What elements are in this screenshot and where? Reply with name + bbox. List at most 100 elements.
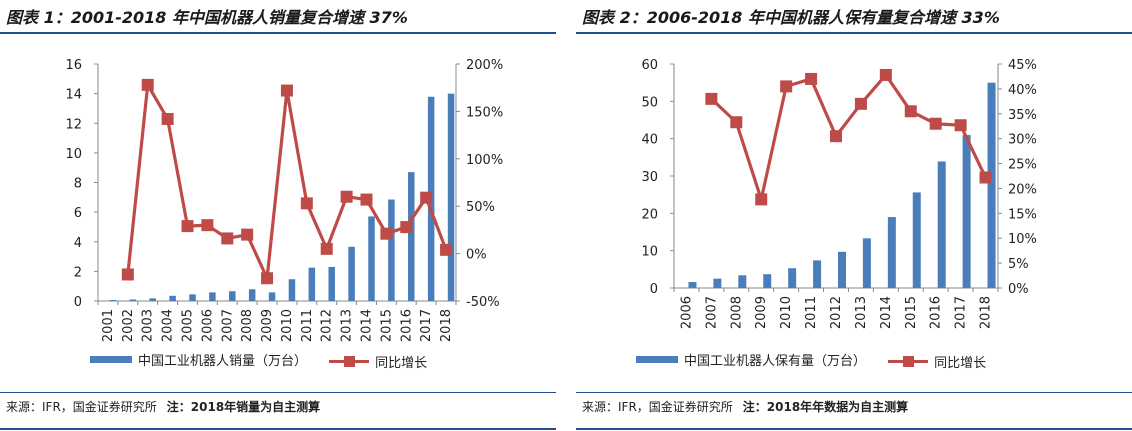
y-tick-label-left: 6 bbox=[74, 206, 82, 221]
bar bbox=[713, 278, 722, 288]
x-tick-label: 2007 bbox=[704, 296, 719, 329]
y-tick-label-left: 0 bbox=[650, 282, 658, 297]
bar bbox=[862, 238, 871, 288]
x-tick-label: 2003 bbox=[141, 309, 156, 342]
growth-point bbox=[400, 221, 413, 234]
x-tick-label: 2018 bbox=[979, 296, 994, 329]
chart-2: 0 10 20 30 40 50 60 0% 5% 10% 15% 20% 25% 30% 35% 40% 45… bbox=[641, 58, 1037, 329]
x-tick-label: 2013 bbox=[854, 296, 869, 329]
y-tick-label-left: 14 bbox=[65, 88, 82, 103]
x-tick-label: 2009 bbox=[260, 309, 275, 342]
y-tick-label-left: 16 bbox=[65, 58, 82, 73]
y-tick-label-right: 50% bbox=[466, 200, 495, 215]
bar bbox=[169, 295, 176, 301]
x-tick-label: 2008 bbox=[240, 309, 255, 342]
y-tick-label-right: 15% bbox=[1008, 207, 1037, 222]
bar bbox=[248, 289, 256, 301]
x-tick-label: 2015 bbox=[904, 296, 919, 329]
bar bbox=[763, 274, 772, 288]
growth-point bbox=[929, 117, 942, 130]
x-tick-label: 2009 bbox=[754, 296, 769, 329]
legend-label-bar-2: 中国工业机器人保有量（万台） bbox=[684, 354, 867, 369]
bar bbox=[937, 161, 946, 288]
y-tick-label-right: 25% bbox=[1008, 158, 1037, 173]
x-tick-label: 2010 bbox=[779, 296, 794, 329]
y-tick-label-left: 20 bbox=[641, 207, 658, 222]
source-note-1: 注：2018年销量为自主测算 bbox=[166, 400, 321, 414]
y-tick-label-left: 50 bbox=[641, 95, 658, 110]
bar bbox=[129, 299, 137, 301]
growth-point bbox=[261, 272, 274, 285]
growth-point bbox=[221, 232, 234, 245]
legend-label-line-1: 同比增长 bbox=[375, 356, 428, 371]
x-tick-label: 2014 bbox=[360, 309, 375, 342]
bar bbox=[962, 134, 971, 288]
y-tick-label-left: 12 bbox=[65, 117, 82, 132]
growth-point bbox=[854, 97, 867, 110]
growth-point bbox=[380, 227, 393, 240]
x-tick-label: 2004 bbox=[161, 309, 176, 342]
y-tick-label-right: -50% bbox=[466, 295, 500, 310]
bar bbox=[987, 82, 996, 288]
bar bbox=[149, 298, 156, 301]
x-tick-label: 2011 bbox=[804, 296, 819, 329]
y-tick-label-left: 30 bbox=[641, 170, 658, 185]
bar bbox=[288, 279, 296, 301]
legend-2: 中国工业机器人保有量（万台） 同比增长 bbox=[636, 350, 1004, 371]
y-tick-label-right: 10% bbox=[1008, 232, 1037, 247]
legend-label-bar-1: 中国工业机器人销量（万台） bbox=[138, 354, 308, 369]
x-tick-label: 2016 bbox=[929, 296, 944, 329]
bar bbox=[348, 246, 355, 301]
mid-rule-1 bbox=[0, 392, 556, 393]
bar bbox=[368, 216, 375, 301]
legend-item-bar-1: 中国工业机器人销量（万台） bbox=[90, 350, 307, 369]
legend-item-line-1: 同比增长 bbox=[329, 352, 427, 371]
bar bbox=[688, 282, 697, 288]
growth-point bbox=[755, 193, 768, 206]
x-tick-label: 2007 bbox=[220, 309, 235, 342]
y-tick-label-left: 8 bbox=[74, 177, 82, 192]
x-tick-label: 2013 bbox=[340, 309, 355, 342]
top-rule-1 bbox=[0, 32, 556, 34]
growth-point bbox=[360, 193, 373, 206]
growth-point bbox=[954, 119, 967, 132]
growth-point bbox=[340, 190, 353, 203]
legend-label-line-2: 同比增长 bbox=[934, 356, 987, 371]
x-tick-label: 2001 bbox=[101, 309, 116, 342]
x-tick-label: 2006 bbox=[679, 296, 694, 329]
y-tick-label-right: 200% bbox=[466, 58, 503, 73]
y-tick-label-right: 45% bbox=[1008, 58, 1037, 73]
bar bbox=[912, 192, 921, 288]
y-tick-label-left: 40 bbox=[641, 133, 658, 148]
x-tick-label: 2005 bbox=[181, 309, 196, 342]
legend-item-bar-2: 中国工业机器人保有量（万台） bbox=[636, 350, 866, 369]
bar bbox=[738, 275, 747, 288]
x-tick-label: 2017 bbox=[954, 296, 969, 329]
bottom-rule-1 bbox=[0, 428, 556, 430]
growth-point bbox=[879, 68, 892, 81]
chart-title-1: 图表 1：2001-2018 年中国机器人销量复合增速 37% bbox=[6, 8, 408, 27]
growth-point bbox=[440, 243, 453, 256]
growth-line bbox=[126, 83, 448, 280]
growth-point bbox=[904, 105, 917, 118]
y-tick-label-right: 30% bbox=[1008, 133, 1037, 148]
x-tick-label: 2002 bbox=[121, 309, 136, 342]
x-tick-label: 2006 bbox=[200, 309, 215, 342]
source-text-2: 来源：IFR，国金证券研究所 bbox=[582, 400, 733, 414]
y-tick-label-left: 0 bbox=[74, 295, 82, 310]
chart-panel-2: 图表 2：2006-2018 年中国机器人保有量复合增速 33% 0 10 20 30… bbox=[576, 0, 1132, 431]
x-tick-label: 2012 bbox=[829, 296, 844, 329]
growth-point bbox=[730, 116, 743, 129]
y-tick-label-right: 0% bbox=[466, 248, 487, 263]
growth-point bbox=[121, 268, 134, 281]
y-tick-label-right: 5% bbox=[1008, 257, 1029, 272]
y-tick-label-left: 10 bbox=[65, 147, 82, 162]
growth-point bbox=[141, 78, 154, 91]
growth-point bbox=[420, 191, 433, 204]
growth-point bbox=[241, 228, 254, 241]
x-tick-label: 2008 bbox=[729, 296, 744, 329]
legend-1: 中国工业机器人销量（万台） 同比增长 bbox=[90, 350, 445, 371]
x-tick-label: 2012 bbox=[320, 309, 335, 342]
chart-1: 0 2 4 6 8 10 12 14 16 -50% 0% 50% 100% 150% 200% 2001 20… bbox=[65, 58, 503, 342]
bar bbox=[813, 260, 822, 288]
